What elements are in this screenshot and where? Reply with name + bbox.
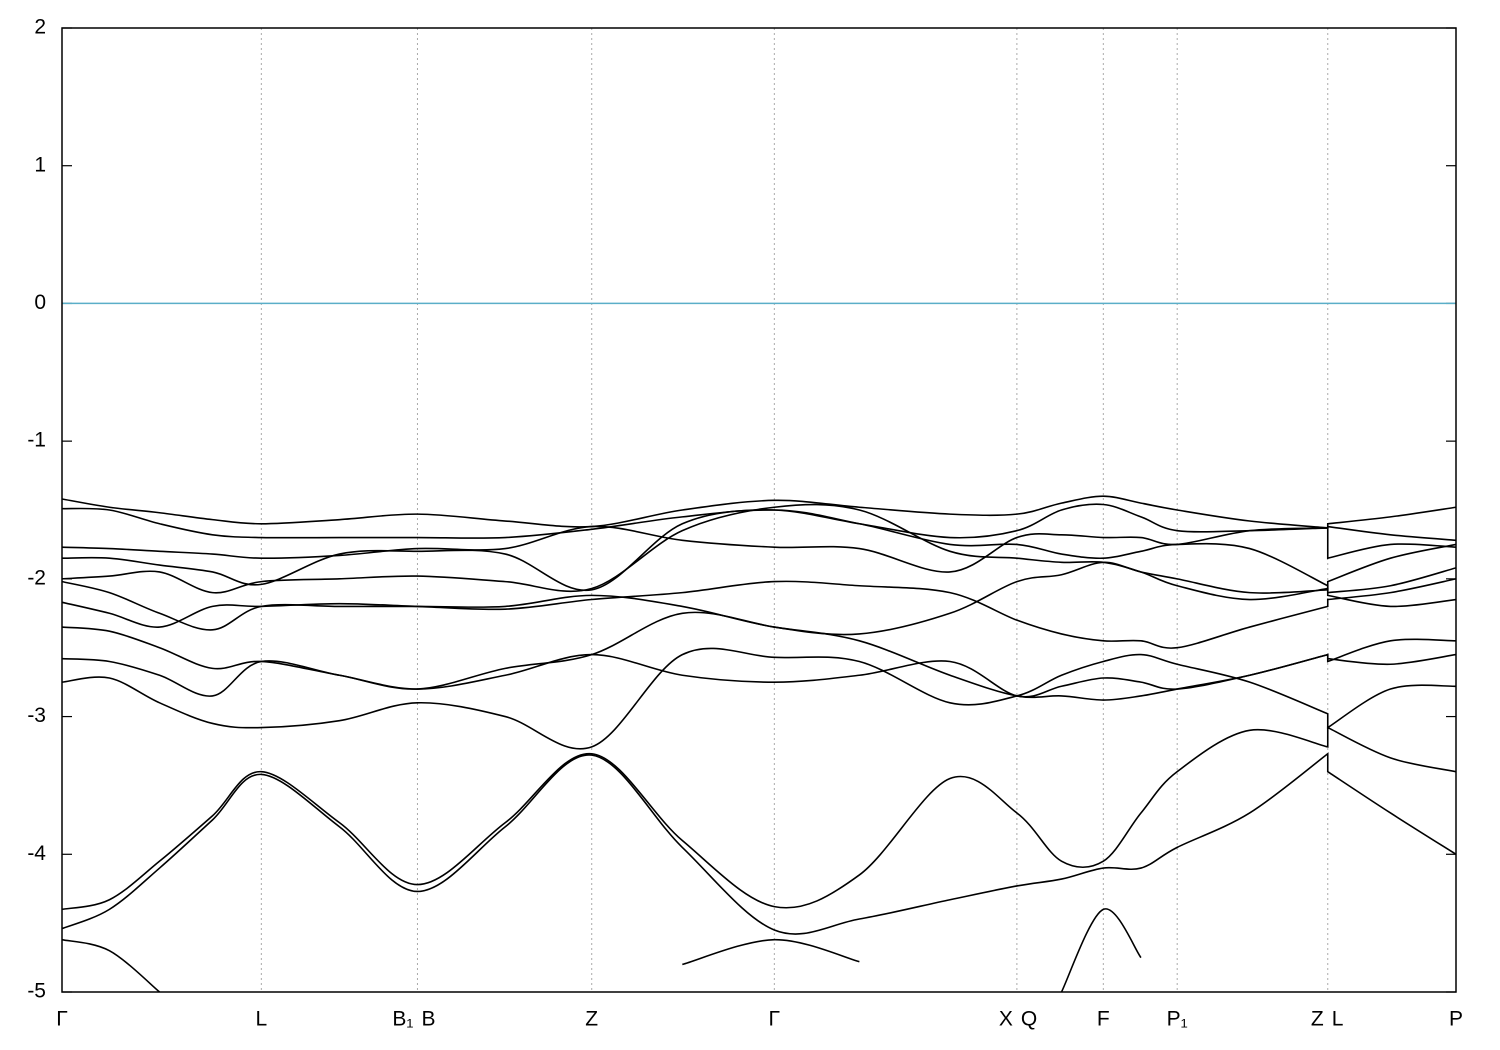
kpoint-label: F	[1097, 1008, 1110, 1031]
kpoint-label: Q	[1021, 1008, 1037, 1031]
band-line	[62, 653, 1456, 698]
band-line	[62, 495, 1456, 529]
band-line	[62, 908, 1142, 992]
kpoint-label: Z	[1311, 1008, 1324, 1031]
kpoint-label: P₁	[1167, 1008, 1188, 1031]
band-line	[62, 578, 1456, 649]
bands-layer	[62, 495, 1456, 992]
kpoint-label: L	[1332, 1008, 1344, 1031]
labels-layer: 210-1-2-3-4-5Γ L B₁ B Z Γ X Q F P₁ Z L P	[27, 16, 1463, 1031]
plot-frame	[61, 27, 1457, 993]
y-tick-label: -1	[27, 429, 46, 452]
y-tick-label: 0	[34, 291, 46, 314]
band-line	[62, 503, 1456, 542]
kpoint-label: B₁	[392, 1008, 413, 1031]
y-tick-label: 2	[34, 16, 46, 39]
kpoint-label: Γ	[56, 1008, 68, 1031]
y-tick-label: -5	[27, 980, 46, 1003]
band-line	[62, 726, 1456, 911]
kpoint-label: Z	[585, 1008, 598, 1031]
y-tick-label: 1	[34, 153, 46, 176]
y-tick-label: -4	[27, 842, 46, 865]
kpoint-label: P	[1449, 1008, 1463, 1031]
band-line	[62, 752, 1456, 935]
kpoint-label: B	[421, 1008, 435, 1031]
band-line	[62, 543, 1456, 636]
grid-layer	[62, 27, 1456, 993]
band-line	[62, 503, 1456, 608]
kpoint-label: L	[255, 1008, 267, 1031]
band-line	[62, 525, 1456, 573]
y-tick-label: -3	[27, 704, 46, 727]
y-tick-label: -2	[27, 566, 46, 589]
kpoint-label: Γ	[769, 1008, 781, 1031]
kpoint-label: X	[999, 1008, 1013, 1031]
band-line	[62, 647, 1456, 750]
